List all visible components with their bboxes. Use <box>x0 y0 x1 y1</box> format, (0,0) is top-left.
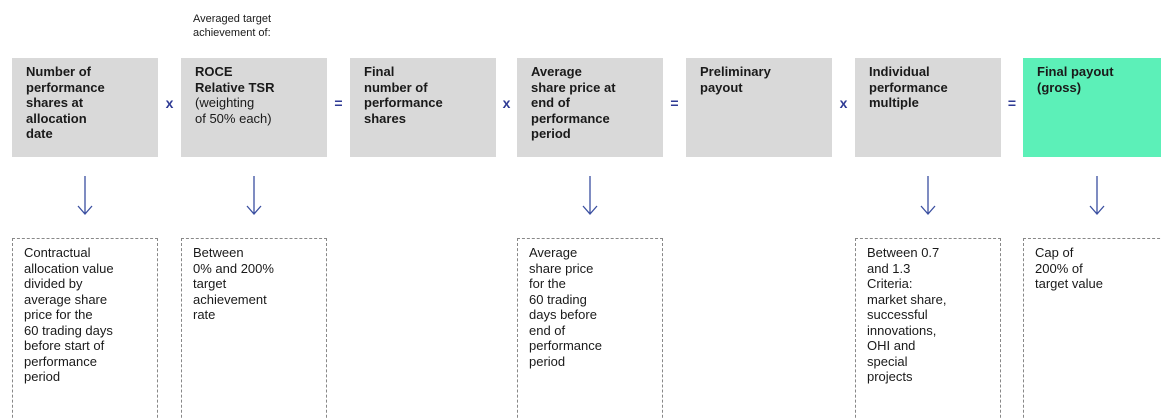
note-line: period <box>24 369 61 384</box>
note-line: performance <box>529 338 602 353</box>
note-line: rate <box>193 307 216 322</box>
operator: x <box>165 95 174 111</box>
note-line: Criteria: <box>867 276 913 291</box>
note-line: price for the <box>24 307 93 322</box>
note-line: Cap of <box>1035 245 1074 260</box>
step-title-line: shares <box>364 110 406 126</box>
note-line: target value <box>1035 276 1103 291</box>
note-line: before start of <box>24 338 105 353</box>
operator: x <box>502 95 511 111</box>
note-line: days before <box>529 307 597 322</box>
note-box: Cap of 200% of target value <box>1023 238 1161 419</box>
arrow-path <box>582 176 598 215</box>
step-title-line: performance <box>531 110 610 126</box>
note-line: Average <box>529 245 578 260</box>
step-title-line: performance <box>869 79 948 95</box>
note-line: innovations, <box>867 322 937 338</box>
arrow-path <box>920 176 936 215</box>
note-line: Contractual <box>24 245 91 260</box>
step-title-line: shares at <box>26 95 84 110</box>
step-box: Final payout (gross) <box>1023 58 1161 157</box>
note-line: target <box>193 276 227 291</box>
arrow <box>77 176 93 215</box>
step-title-line: Final payout <box>1037 64 1114 79</box>
note-line: for the <box>529 276 566 291</box>
note-line: Between <box>193 245 244 260</box>
step-title-line: period <box>531 126 571 141</box>
step-title-line: number of <box>364 79 428 95</box>
top-note-line: Averaged target <box>193 13 272 25</box>
step-title-line: Preliminary <box>700 64 771 79</box>
note-line: divided by <box>24 276 83 291</box>
step-title-line: ROCE <box>195 64 233 79</box>
note-line: and 1.3 <box>867 260 911 276</box>
note-box: Between 0.7 and 1.3 Criteria: market share,… <box>855 238 1001 419</box>
note-line: OHI and <box>867 338 916 353</box>
arrow-path <box>77 176 93 215</box>
note-box: Average share price for the 60 trading days … <box>517 238 663 419</box>
arrow <box>920 176 936 215</box>
note-line: 60 trading <box>529 291 587 307</box>
note-line: 200% of <box>1035 260 1083 276</box>
step-title-line: (gross) <box>1037 79 1082 95</box>
step-title-line: payout <box>700 79 743 95</box>
note-line: performance <box>24 353 97 369</box>
note-line: Between 0.7 <box>867 245 940 260</box>
top-note: Averaged target achievement of: <box>193 12 271 40</box>
step-box: Average share price at end of performance pe… <box>517 58 663 157</box>
step-box: Number of performance shares at allocation d… <box>12 58 158 157</box>
arrow-path <box>1089 176 1105 215</box>
step-title-line: performance <box>26 79 105 95</box>
step-title-line: Average <box>531 64 582 79</box>
note-line: achievement <box>193 291 267 307</box>
note-line: average share <box>24 291 108 307</box>
note-box: Between 0% and 200% target achievement rate <box>181 238 327 419</box>
step-title-line: end of <box>531 95 570 110</box>
note-line: 0% and 200% <box>193 260 274 276</box>
note-line: end of <box>529 322 566 338</box>
step-title-line: Number of <box>26 64 91 79</box>
arrow <box>582 176 598 215</box>
operator: = <box>1007 95 1017 111</box>
step-box: Preliminary payout <box>686 58 832 157</box>
step-title-line: performance <box>364 95 443 110</box>
note-box: Contractual allocation value divided by ave… <box>12 238 158 419</box>
step-title-line: Final <box>364 64 395 79</box>
arrow-path <box>246 176 262 215</box>
step-title-line: date <box>26 126 53 141</box>
arrow <box>1089 176 1105 215</box>
note-line: projects <box>867 369 913 384</box>
note-line: period <box>529 353 566 369</box>
step-title-line: multiple <box>869 95 919 110</box>
note-line: allocation value <box>24 260 114 276</box>
note-line: market share, <box>867 291 947 307</box>
note-line: special <box>867 353 908 369</box>
note-line: successful <box>867 307 928 322</box>
step-box: Final number of performance shares <box>350 58 496 157</box>
step-title-line: allocation <box>26 110 87 126</box>
step-title-line: Relative TSR <box>195 79 275 95</box>
arrow <box>246 176 262 215</box>
step-title-line: share price at <box>531 79 616 95</box>
operator: x <box>839 95 848 111</box>
step-title-line: Individual <box>869 64 930 79</box>
operator: = <box>334 95 343 111</box>
step-detail-line: of 50% each) <box>195 110 272 126</box>
top-note-line: achievement of: <box>193 27 271 39</box>
step-box: Individual performance multiple <box>855 58 1001 157</box>
step-box: ROCE Relative TSR (weighting of 50% each) <box>181 58 327 157</box>
note-line: 60 trading days <box>24 322 113 338</box>
operator: = <box>670 95 679 111</box>
note-line: share price <box>529 260 594 276</box>
step-detail-line: (weighting <box>195 95 255 110</box>
